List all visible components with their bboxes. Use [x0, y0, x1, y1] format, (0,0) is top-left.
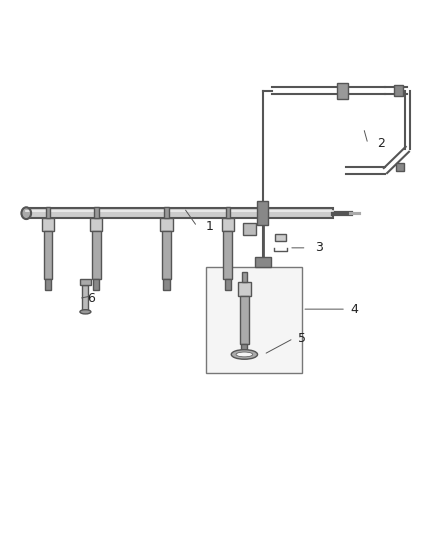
Ellipse shape	[236, 352, 253, 357]
Ellipse shape	[80, 310, 91, 314]
Bar	[44, 231, 53, 279]
Bar	[46, 207, 50, 218]
Bar	[45, 279, 51, 290]
Bar	[255, 257, 271, 266]
Bar	[241, 344, 247, 354]
Bar	[394, 85, 403, 96]
Bar	[92, 231, 101, 279]
Bar	[94, 207, 99, 218]
Bar	[163, 279, 170, 290]
Bar	[257, 201, 268, 225]
Bar	[337, 83, 348, 99]
Text: 3: 3	[315, 241, 323, 254]
Text: 1: 1	[206, 220, 214, 233]
Bar	[222, 218, 234, 231]
Bar	[82, 285, 88, 312]
Bar	[226, 207, 230, 218]
Bar	[93, 279, 99, 290]
Bar	[225, 279, 231, 290]
Bar	[42, 218, 54, 231]
Bar	[164, 207, 169, 218]
Polygon shape	[26, 208, 333, 218]
Bar	[240, 296, 249, 344]
Circle shape	[21, 207, 31, 219]
Bar	[162, 231, 171, 279]
Bar	[275, 234, 286, 241]
Text: 6: 6	[88, 292, 95, 305]
Ellipse shape	[231, 350, 258, 359]
Bar	[243, 223, 256, 235]
Bar	[223, 231, 232, 279]
Bar	[90, 218, 102, 231]
Text: 5: 5	[298, 332, 306, 345]
Text: 4: 4	[350, 303, 358, 316]
Bar	[242, 272, 247, 282]
Bar	[206, 266, 302, 373]
Bar	[160, 218, 173, 231]
Bar	[80, 279, 91, 285]
Bar	[396, 163, 404, 171]
Text: 2: 2	[377, 138, 385, 150]
Bar	[238, 282, 251, 296]
